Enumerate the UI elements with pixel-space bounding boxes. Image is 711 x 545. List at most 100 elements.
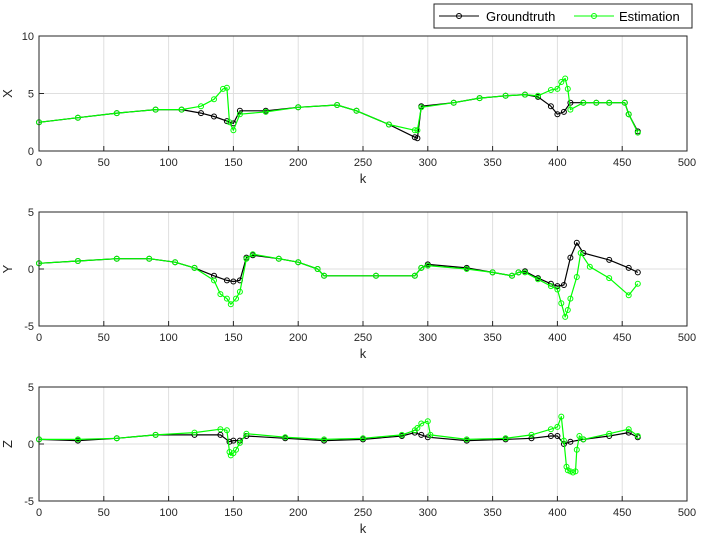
subplot-x-point-estimation: [74, 114, 81, 121]
subplot-z-xtick-200: 200: [289, 507, 307, 519]
subplot-y-series: [36, 239, 641, 320]
subplot-y-xtick-0: 0: [36, 332, 42, 344]
subplot-z-point-estimation: [463, 436, 470, 443]
subplot-y-xtick-500: 500: [678, 332, 696, 344]
subplot-x-point-groundtruth: [198, 110, 204, 117]
subplot-y-point-estimation: [489, 269, 496, 276]
subplot-z-point-estimation: [226, 449, 233, 455]
subplot-z-tick-labels: 0 50 100 150 200 250 300 350 400 450 500-505: [24, 382, 696, 519]
subplot-x-point-estimation: [450, 99, 457, 106]
legend-label-groundtruth: Groundtruth: [486, 9, 555, 24]
subplot-z-point-estimation: [572, 468, 579, 475]
subplot-y-point-estimation: [586, 263, 593, 270]
subplot-y-point-estimation: [625, 292, 632, 299]
subplot-y-point-estimation: [146, 255, 153, 262]
subplot-y-point-estimation: [567, 295, 574, 302]
subplot-x-point-estimation: [558, 79, 565, 85]
subplot-z-ytick--5: -5: [24, 496, 34, 508]
legend-label-estimation: Estimation: [619, 9, 680, 24]
subplot-x-point-estimation: [211, 96, 217, 103]
subplot-z-ytick-5: 5: [28, 382, 34, 394]
subplot-y-markers-estimation: [36, 250, 641, 320]
subplot-x-point-estimation: [554, 85, 561, 92]
subplot-x-series: [36, 75, 641, 142]
subplot-x-xtick-300: 300: [419, 157, 437, 169]
subplot-x-point-estimation: [593, 99, 600, 106]
subplot-y-point-estimation: [243, 255, 250, 262]
subplot-y-point-estimation: [236, 288, 243, 295]
subplot-y-point-estimation: [577, 250, 584, 256]
subplot-x-ytick-5: 5: [28, 89, 34, 101]
subplot-x-xtick-0: 0: [36, 157, 42, 169]
subplot-z-point-estimation: [634, 433, 641, 439]
subplot-y-point-estimation: [554, 286, 561, 293]
subplot-z-point-groundtruth: [625, 429, 632, 436]
subplot-y-point-estimation: [223, 295, 230, 302]
subplot-x-point-estimation: [334, 102, 341, 108]
subplot-x-point-estimation: [567, 106, 574, 113]
subplot-y-point-estimation: [606, 275, 613, 282]
subplot-y-point-estimation: [74, 258, 81, 264]
subplot-y-point-estimation: [515, 269, 522, 276]
subplot-z-point-estimation: [236, 439, 243, 446]
subplot-z-markers-estimation: [36, 413, 641, 476]
subplot-y-point-estimation: [227, 301, 234, 308]
subplot-z-point-estimation: [554, 423, 561, 430]
subplot-y-ylabel: Y: [0, 264, 15, 273]
subplot-x-point-estimation: [564, 85, 571, 92]
subplot-z-point-estimation: [152, 431, 159, 438]
subplot-y-point-groundtruth: [606, 256, 613, 263]
subplot-z-point-estimation: [233, 446, 239, 453]
subplot-z-point-estimation: [74, 436, 81, 443]
subplot-y-point-groundtruth: [230, 278, 237, 285]
subplot-x-point-estimation: [414, 127, 421, 134]
subplot-y-point-estimation: [113, 255, 120, 262]
subplot-z-point-groundtruth: [230, 437, 237, 444]
subplot-y-point-estimation: [535, 276, 541, 283]
subplot-y-xtick-400: 400: [548, 332, 566, 344]
subplot-x-ytick-10: 10: [22, 31, 34, 43]
subplot-x-point-estimation: [113, 110, 120, 117]
subplot-x-point-estimation: [476, 95, 483, 102]
subplot-z-point-estimation: [424, 418, 431, 425]
subplot-z-xtick-250: 250: [354, 507, 372, 519]
subplot-x-point-estimation: [634, 129, 641, 136]
subplot-z-point-estimation: [502, 435, 509, 442]
subplot-x-xtick-100: 100: [159, 157, 177, 169]
subplot-x-point-groundtruth: [547, 103, 554, 110]
subplot-x-point-estimation: [198, 103, 204, 110]
subplot-x-xtick-200: 200: [289, 157, 307, 169]
subplot-z-point-groundtruth: [547, 433, 554, 439]
subplot-x-point-groundtruth: [211, 113, 217, 120]
subplot-z-point-groundtruth: [217, 431, 224, 438]
subplot-y-point-estimation: [249, 251, 256, 258]
subplot-y-point-groundtruth: [560, 282, 567, 288]
subplot-x-point-estimation: [353, 107, 360, 114]
subplot-x-point-groundtruth: [554, 111, 561, 118]
subplot-y-xtick-150: 150: [224, 332, 242, 344]
subplot-x-point-estimation: [535, 92, 541, 99]
subplot-x-point-estimation: [606, 99, 613, 106]
subplot-x-point-estimation: [223, 84, 230, 91]
subplot-z-series: [36, 413, 641, 476]
subplot-x-xtick-350: 350: [483, 157, 501, 169]
subplot-x-xlabel: k: [360, 171, 367, 186]
subplot-x-point-estimation: [502, 92, 509, 99]
subplot-x-point-estimation: [385, 121, 392, 128]
subplot-z-point-estimation: [418, 420, 425, 427]
subplot-x-ylabel: X: [0, 89, 15, 98]
subplot-x-markers-estimation: [36, 75, 641, 136]
subplot-y-point-estimation: [463, 266, 470, 272]
subplot-x-tick-labels: 0 50 100 150 200 250 300 350 400 450 500 0 5 10: [22, 31, 696, 169]
subplot-x-ytick-0: 0: [28, 146, 34, 158]
subplot-z-point-estimation: [223, 427, 230, 434]
subplot-x-xtick-250: 250: [354, 157, 372, 169]
subplot-z-point-groundtruth: [554, 433, 561, 439]
subplot-x-point-groundtruth: [560, 108, 567, 115]
subplot-x-point-estimation: [621, 99, 628, 106]
subplot-z-point-estimation: [560, 437, 567, 444]
subplot-y-ytick-0: 0: [28, 264, 34, 276]
subplot-x-point-estimation: [152, 106, 159, 113]
subplot-y-point-estimation: [172, 259, 179, 266]
subplot-z-point-groundtruth: [528, 435, 535, 442]
